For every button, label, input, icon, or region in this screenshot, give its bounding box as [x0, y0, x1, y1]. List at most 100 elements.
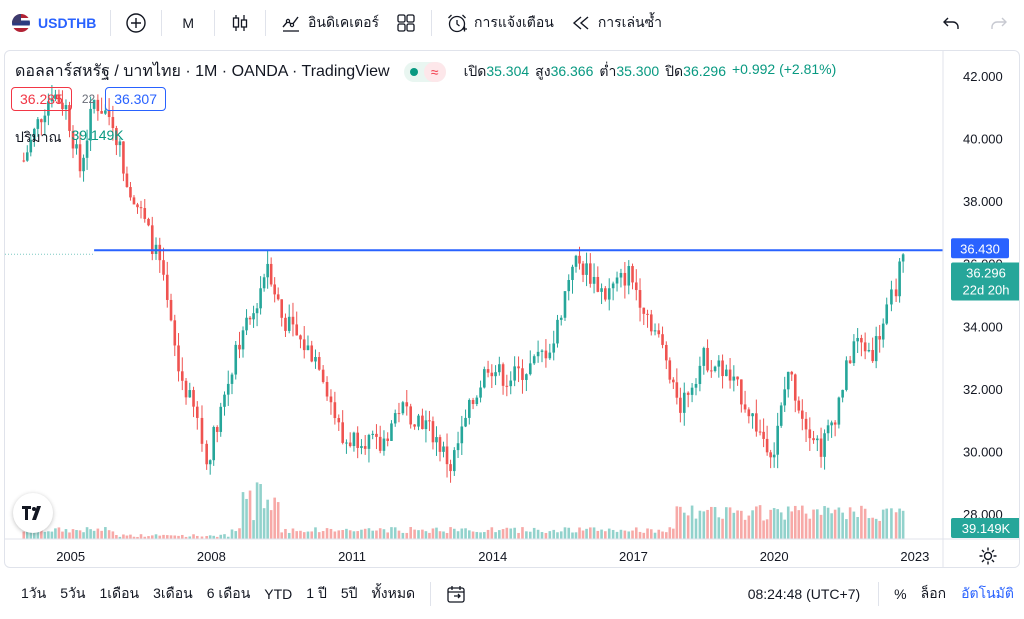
toolbar-divider — [214, 10, 216, 36]
candle-body — [567, 279, 571, 292]
range-6m-button[interactable]: 6 เดือน — [206, 585, 251, 601]
volume-bar — [118, 536, 122, 539]
candle-body — [371, 433, 374, 435]
volume-bar — [333, 531, 337, 539]
candle-body — [804, 418, 808, 430]
range-1y-button[interactable]: 1 ปี — [306, 585, 327, 601]
chart-pane[interactable]: 42.00040.00038.00036.00034.00032.00030.0… — [4, 50, 1020, 568]
range-5d-button[interactable]: 5วัน — [60, 585, 86, 601]
market-status-pill[interactable]: ≈ — [403, 61, 446, 82]
legend-title[interactable]: ดอลลาร์สหรัฐ / บาทไทย · 1M · OANDA · Tra… — [15, 63, 390, 80]
compare-symbol-button[interactable] — [117, 6, 155, 40]
volume-bar — [125, 535, 129, 539]
candle-body — [36, 119, 40, 129]
candle-body — [132, 197, 136, 205]
candle-body — [717, 360, 721, 367]
bid-ask-row: 36.285 22 36.307 — [11, 87, 167, 111]
volume-bar — [64, 529, 68, 539]
volume-bar — [804, 513, 808, 539]
tradingview-logo[interactable] — [13, 493, 53, 533]
candle-body — [657, 330, 661, 335]
volume-bar — [269, 510, 273, 539]
volume-bar — [405, 532, 409, 539]
indicators-button[interactable]: อินดิเคเตอร์ — [272, 6, 387, 40]
candle-body — [238, 344, 241, 350]
candle-body — [57, 94, 61, 103]
undo-button[interactable] — [928, 6, 974, 40]
volume-bar — [200, 536, 204, 539]
market-open-dot-icon — [409, 67, 418, 76]
range-all-button[interactable]: ทั้งหมด — [371, 585, 416, 601]
range-1d-button[interactable]: 1วัน — [21, 585, 47, 601]
auto-scale-toggle[interactable]: อัตโนมัติ — [961, 585, 1014, 601]
chart-type-button[interactable] — [221, 6, 259, 40]
candle-body — [856, 337, 859, 342]
volume-bar — [122, 534, 125, 539]
candle-body — [765, 438, 769, 453]
volume-bar — [321, 531, 325, 539]
percent-scale-toggle[interactable]: % — [894, 586, 907, 602]
candle-body — [360, 446, 363, 448]
candle-body — [337, 418, 341, 423]
volume-bar — [154, 534, 158, 539]
candle-body — [192, 390, 195, 407]
log-scale-toggle[interactable]: ล็อก — [920, 585, 947, 601]
volume-bar — [816, 509, 819, 539]
candle-body — [483, 369, 486, 388]
goto-date-button[interactable] — [439, 579, 473, 609]
candle-body — [631, 266, 634, 283]
volume-bar — [107, 530, 111, 539]
timezone-clock[interactable]: 08:24:48 (UTC+7) — [747, 586, 861, 602]
volume-bar — [212, 535, 216, 539]
volume-bar — [375, 530, 378, 539]
replay-label: การเล่นซ้ำ — [597, 14, 662, 30]
interval-button[interactable]: M — [168, 6, 208, 40]
range-3m-button[interactable]: 3เดือน — [153, 585, 193, 601]
candle-body — [333, 402, 337, 419]
volume-bar — [188, 536, 192, 539]
volume-bar — [276, 502, 280, 539]
range-5y-button[interactable]: 5ปี — [340, 585, 358, 601]
range-1m-button[interactable]: 1เดือน — [99, 585, 140, 601]
candle-body — [375, 433, 378, 437]
candle-body — [255, 308, 259, 314]
chart-settings-gear-icon[interactable] — [977, 545, 999, 567]
sell-button[interactable]: 36.285 — [11, 87, 72, 111]
volume-bar — [765, 519, 769, 539]
candle-body — [234, 344, 238, 375]
volume-bar — [619, 529, 623, 539]
volume-bar — [544, 532, 548, 539]
range-ytd-button[interactable]: YTD — [264, 586, 293, 602]
volume-bar — [740, 510, 743, 539]
volume-legend[interactable]: ปริมาณ 39.149K — [15, 127, 124, 149]
candle-body — [417, 415, 420, 427]
alerts-button[interactable]: การแจ้งเตือน — [438, 6, 562, 40]
candle-body — [118, 141, 122, 146]
volume-bar — [890, 508, 893, 539]
volume-bar — [442, 531, 445, 539]
volume-bar — [310, 531, 314, 539]
volume-bar — [111, 531, 115, 539]
volume-bar — [525, 531, 528, 539]
candle-body — [348, 442, 352, 447]
candle-body — [405, 402, 409, 407]
layouts-button[interactable] — [387, 6, 425, 40]
candle-body — [830, 422, 833, 426]
buy-button[interactable]: 36.307 — [105, 87, 167, 111]
candle-body — [104, 110, 107, 114]
candle-body — [424, 420, 428, 430]
candle-body — [241, 330, 245, 350]
grid-layout-icon — [397, 14, 415, 32]
redo-button[interactable] — [974, 6, 1024, 40]
volume-bar — [528, 531, 532, 539]
replay-button[interactable]: การเล่นซ้ำ — [562, 6, 670, 40]
candle-body — [314, 357, 317, 362]
price-chart[interactable]: 42.00040.00038.00036.00034.00032.00030.0… — [5, 51, 1020, 568]
symbol-search-button[interactable]: USDTHB — [0, 6, 104, 40]
candle-body — [740, 379, 743, 405]
volume-bar — [871, 517, 874, 539]
candle-countdown-label: 22d 20h — [963, 282, 1010, 297]
volume-bar — [751, 510, 754, 539]
volume-bar — [483, 532, 486, 539]
volume-bar — [552, 529, 556, 539]
